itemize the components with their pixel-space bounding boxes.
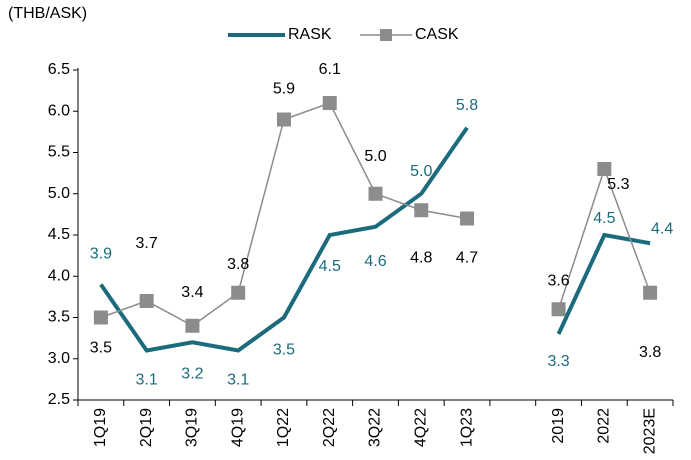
data-label: 3.1 [136,372,158,389]
data-label: 4.4 [651,220,673,237]
marker [93,310,108,325]
data-label: 4.5 [593,210,615,227]
x-tick-label: 2023E [641,408,658,454]
x-tick-label: 2022 [596,408,613,444]
marker [276,112,291,127]
data-label: 5.0 [410,163,432,180]
marker [185,318,200,333]
y-tick-label: 4.5 [48,226,70,243]
data-label: 5.0 [364,148,386,165]
data-label: 3.3 [547,353,569,370]
legend-label: RASK [288,26,332,43]
x-tick-label: 1Q19 [92,408,109,447]
data-label: 3.5 [273,342,295,359]
y-tick-label: 5.0 [48,185,70,202]
legend-marker [380,29,392,41]
data-label: 3.4 [181,284,203,301]
y-tick-label: 6.0 [48,102,70,119]
y-tick-label: 3.5 [48,309,70,326]
legend-label: CASK [415,26,459,43]
data-label: 3.9 [90,246,112,263]
x-tick-label: 3Q19 [184,408,201,447]
data-label: 5.3 [607,176,629,193]
y-tick-label: 6.5 [48,61,70,78]
x-tick-label: 1Q23 [458,408,475,447]
data-label: 4.5 [319,258,341,275]
line-rask [556,232,651,335]
data-label: 5.9 [273,81,295,98]
marker [597,162,612,176]
data-label: 3.5 [90,340,112,357]
data-label: 3.2 [181,365,203,382]
marker [139,294,154,308]
x-tick-label: 4Q19 [229,408,246,447]
data-label: 3.8 [227,256,249,273]
marker [322,96,337,110]
y-tick-label: 5.5 [48,144,70,161]
marker [643,285,658,300]
line-cask [100,102,468,327]
x-tick-label: 2019 [550,408,567,444]
data-label: 4.6 [364,253,386,270]
x-tick-label: 2Q19 [138,408,155,447]
y-tick-label: 3.0 [48,350,70,367]
x-tick-label: 2Q22 [321,408,338,447]
y-tick-label: 4.0 [48,267,70,284]
marker [368,186,383,201]
data-label: 6.1 [319,61,341,78]
data-label: 3.7 [136,235,158,252]
data-label: 3.8 [639,344,661,361]
marker [414,203,429,218]
marker [231,285,246,300]
data-label: 4.7 [456,250,478,267]
data-label: 4.8 [410,249,432,266]
marker [551,302,566,317]
y-tick-label: 2.5 [48,391,70,408]
data-label: 3.6 [547,272,569,289]
data-label: 5.8 [456,97,478,114]
x-tick-label: 3Q22 [367,408,384,447]
unit-label: (THB/ASK) [8,5,87,22]
marker [460,211,475,226]
data-label: 3.1 [227,372,249,389]
x-tick-label: 1Q22 [275,408,292,447]
x-tick-label: 4Q22 [412,408,429,447]
